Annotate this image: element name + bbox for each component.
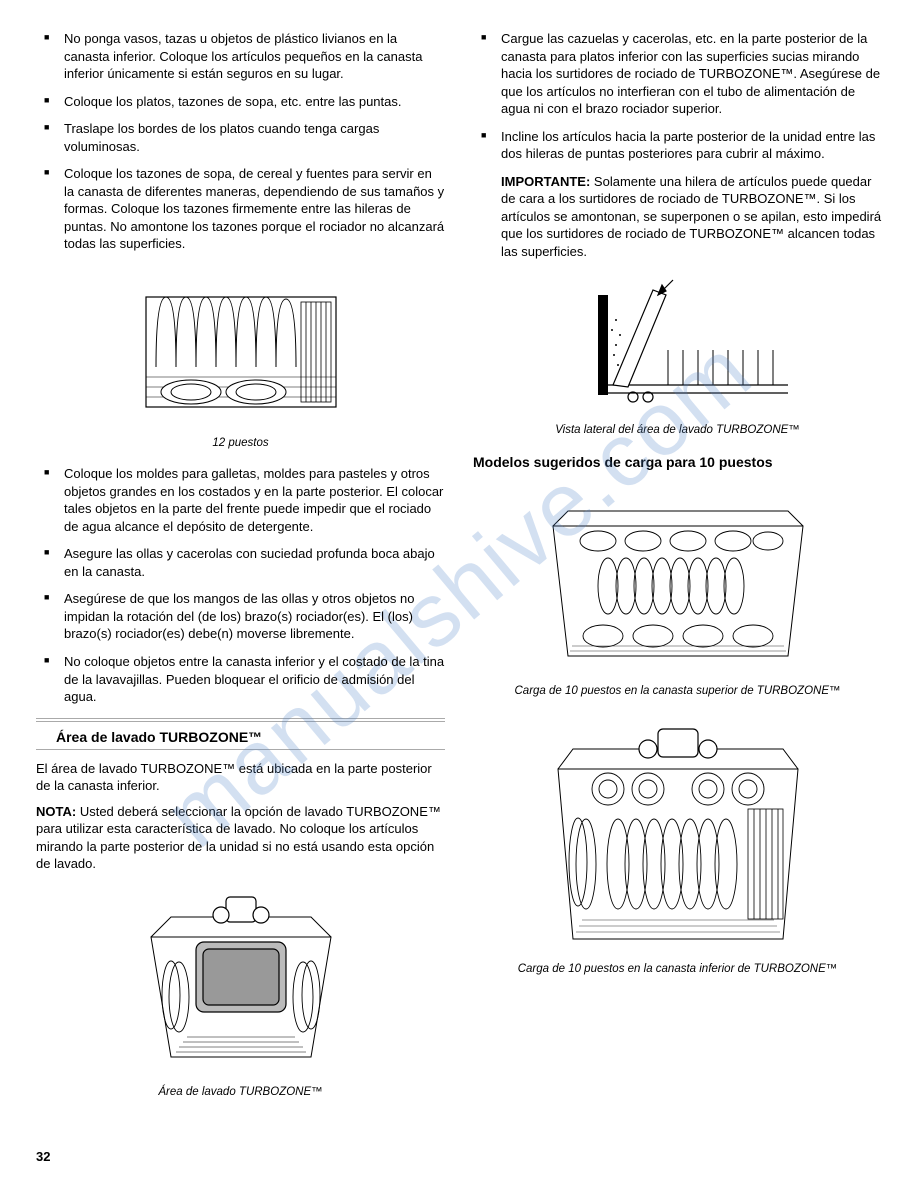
turbozone-area-icon — [141, 887, 341, 1077]
lower-rack-10-icon — [548, 714, 808, 954]
figure-caption: 12 puestos — [36, 436, 445, 452]
figure-12-puestos: 12 puestos — [36, 267, 445, 451]
importante-paragraph: IMPORTANTE: Solamente una hilera de artí… — [501, 173, 882, 261]
list-item: Asegúrese de que los mangos de las ollas… — [64, 590, 445, 643]
nota-paragraph: NOTA: Usted deberá seleccionar la opción… — [36, 803, 445, 873]
section-divider — [36, 718, 445, 722]
figure-lower-rack-10: Carga de 10 puestos en la canasta inferi… — [473, 714, 882, 978]
rack-illustration-icon — [136, 267, 346, 427]
list-item: No coloque objetos entre la canasta infe… — [64, 653, 445, 706]
figure-caption: Área de lavado TURBOZONE™ — [36, 1085, 445, 1101]
page-number: 32 — [36, 1148, 50, 1166]
bullet-list-top: No ponga vasos, tazas u objetos de plást… — [36, 30, 445, 253]
figure-turbozone-area: Área de lavado TURBOZONE™ — [36, 887, 445, 1101]
subheading-models: Modelos sugeridos de carga para 10 puest… — [473, 453, 882, 472]
list-item: Incline los artículos hacia la parte pos… — [501, 128, 882, 163]
list-item: Traslape los bordes de los platos cuando… — [64, 120, 445, 155]
list-item: Coloque los moldes para galletas, moldes… — [64, 465, 445, 535]
figure-caption: Carga de 10 puestos en la canasta inferi… — [473, 962, 882, 978]
list-item: Coloque los tazones de sopa, de cereal y… — [64, 165, 445, 253]
list-item: No ponga vasos, tazas u objetos de plást… — [64, 30, 445, 83]
paragraph: El área de lavado TURBOZONE™ está ubicad… — [36, 760, 445, 795]
section-divider — [36, 749, 445, 750]
figure-caption: Carga de 10 puestos en la canasta superi… — [473, 684, 882, 700]
nota-label: NOTA: — [36, 804, 76, 819]
bullet-list-right: Cargue las cazuelas y cacerolas, etc. en… — [473, 30, 882, 163]
list-item: Asegure las ollas y cacerolas con sucied… — [64, 545, 445, 580]
right-column: Cargue las cazuelas y cacerolas, etc. en… — [473, 30, 882, 1115]
list-item: Cargue las cazuelas y cacerolas, etc. en… — [501, 30, 882, 118]
figure-upper-rack-10: Carga de 10 puestos en la canasta superi… — [473, 486, 882, 700]
section-heading-turbozone: Área de lavado TURBOZONE™ — [36, 726, 445, 749]
list-item: Coloque los platos, tazones de sopa, etc… — [64, 93, 445, 111]
bullet-list-mid: Coloque los moldes para galletas, moldes… — [36, 465, 445, 706]
nota-text: Usted deberá seleccionar la opción de la… — [36, 804, 441, 872]
side-view-icon — [558, 275, 798, 415]
importante-label: IMPORTANTE: — [501, 174, 590, 189]
content-columns: No ponga vasos, tazas u objetos de plást… — [36, 30, 882, 1115]
upper-rack-10-icon — [548, 486, 808, 676]
figure-side-view: Vista lateral del área de lavado TURBOZO… — [473, 275, 882, 439]
figure-caption: Vista lateral del área de lavado TURBOZO… — [473, 423, 882, 439]
left-column: No ponga vasos, tazas u objetos de plást… — [36, 30, 445, 1115]
